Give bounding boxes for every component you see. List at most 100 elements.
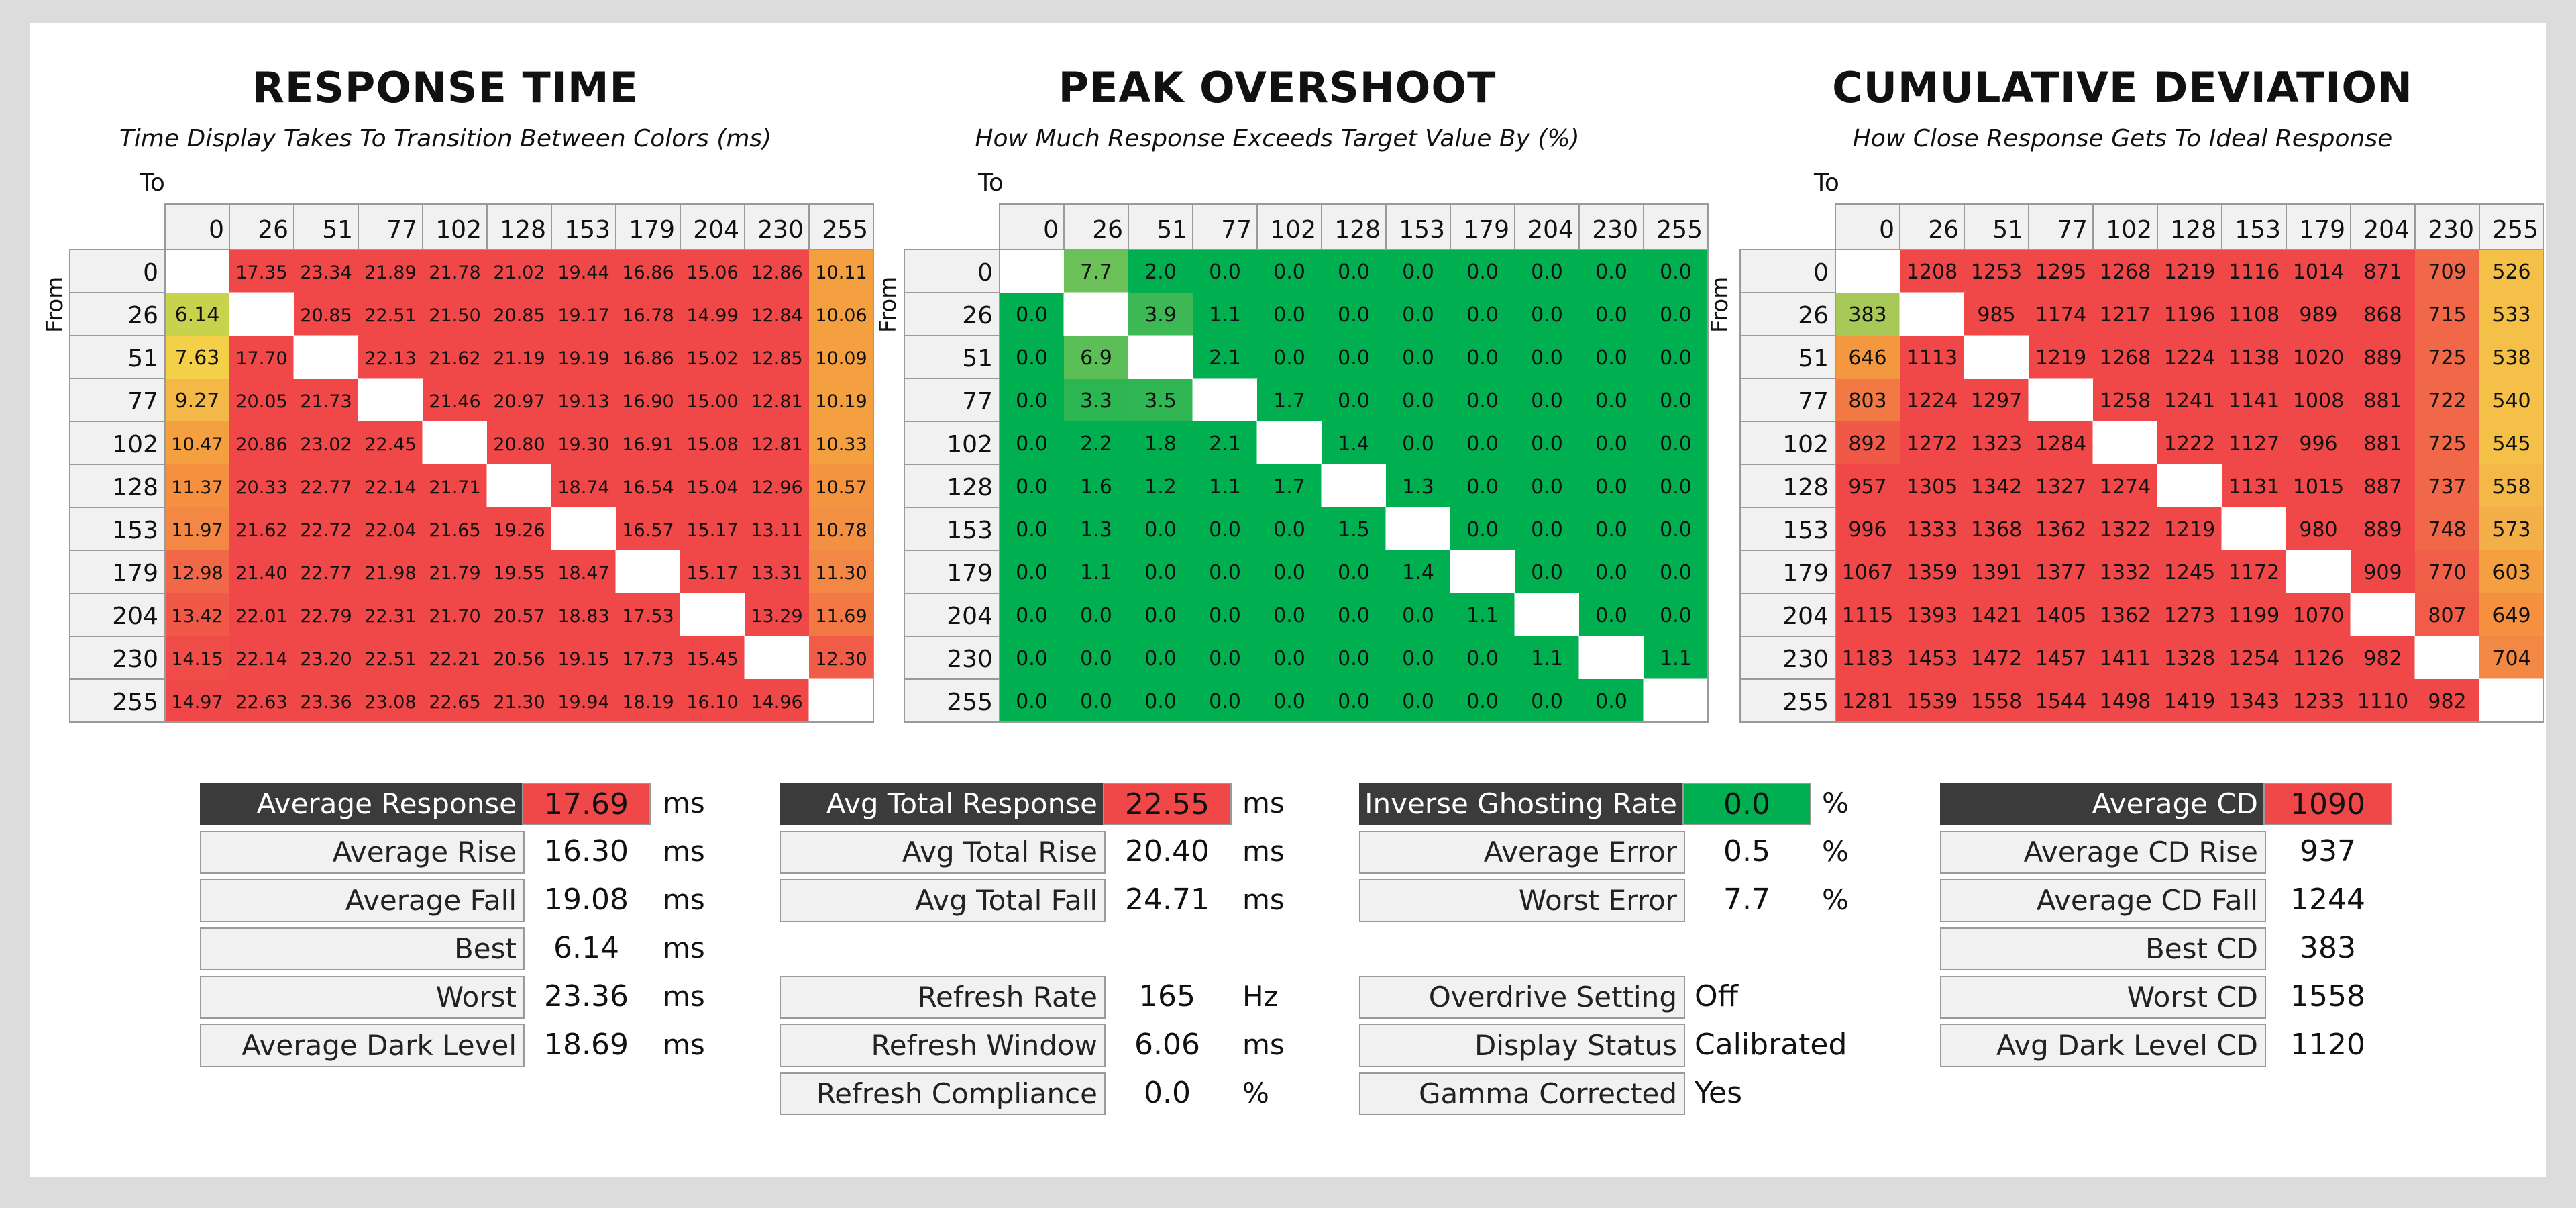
column-header-band: [999, 203, 1709, 250]
column-tick-label: 26: [1928, 216, 1959, 244]
stat-row: Avg Total Response 22.55 ms: [780, 783, 1285, 827]
from-axis-label: From: [1707, 276, 1733, 333]
heatmap-cell: [551, 250, 616, 293]
cell-value-label: 15.02: [686, 348, 738, 369]
heatmap-cell: [1064, 507, 1128, 550]
cell-value-label: 1343: [2229, 690, 2279, 713]
cell-value-label: 603: [2492, 561, 2530, 585]
column-tick-label: 77: [386, 216, 417, 244]
heatmap-cell: [615, 550, 681, 594]
stat-label: Overdrive Setting: [1359, 976, 1685, 1019]
heatmap-cell: [1900, 421, 1964, 464]
column-tick-label: 51: [1992, 216, 2023, 244]
cell-value-label: 22.31: [364, 606, 416, 627]
cell-value-label: 0.0: [1273, 518, 1305, 542]
cell-value-label: 1323: [1971, 432, 2022, 456]
cell-value-label: 20.85: [300, 305, 352, 326]
cell-value-label: 0.0: [1595, 432, 1627, 456]
stat-label: Average Rise: [200, 831, 525, 874]
stat-row: Overdrive Setting Off: [1359, 976, 1738, 1020]
heatmap-cell: [1193, 679, 1257, 722]
heatmap-cell: [165, 379, 229, 421]
heatmap-cell: [2415, 550, 2479, 593]
cell-value-label: 770: [2428, 561, 2466, 585]
heatmap-cell: [1835, 421, 1900, 464]
cell-value-label: 1391: [1971, 561, 2022, 585]
cell-value-label: 10.09: [815, 348, 867, 369]
heatmap-cell: [680, 593, 745, 637]
stat-unit: %: [1242, 1076, 1269, 1109]
cell-value-label: 1141: [2229, 389, 2279, 413]
heatmap-cell: [1193, 507, 1257, 550]
heatmap-cell: [358, 378, 423, 422]
heatmap-cell: [2222, 636, 2286, 679]
heatmap-cell: [1900, 593, 1964, 636]
heatmap-cell: [551, 507, 616, 551]
heatmap-cell: [1193, 250, 1257, 293]
cell-value-label: 1196: [2164, 303, 2215, 327]
cell-value-label: 13.31: [751, 563, 802, 584]
stat-row: Worst 23.36 ms: [200, 976, 705, 1020]
column-tick-label: 255: [1656, 216, 1703, 244]
cell-value-label: 0.0: [1144, 604, 1177, 627]
heatmap-cell: [1515, 550, 1579, 593]
heatmap-cell: [1000, 679, 1064, 722]
stat-label: Average Response: [200, 783, 525, 825]
cell-value-label: 15.04: [686, 477, 738, 498]
cell-value-label: 0.0: [1080, 604, 1112, 627]
heatmap-cell: [680, 550, 745, 593]
heatmap-cell: [1257, 507, 1322, 550]
peak-overshoot-title: PEAK OVERSHOOT: [1058, 63, 1497, 112]
cell-value-label: 1457: [2035, 647, 2086, 670]
cell-value-label: 16.91: [622, 434, 674, 455]
stat-label: Average Dark Level: [200, 1024, 525, 1067]
heatmap-cell: [2093, 336, 2157, 379]
cell-value-label: 20.05: [235, 391, 287, 412]
heatmap-cell: [1385, 507, 1451, 551]
heatmap-cell: [745, 464, 809, 507]
cell-value-label: 1.3: [1402, 475, 1434, 499]
cell-value-label: 1368: [1971, 518, 2022, 542]
cell-value-label: 1126: [2293, 647, 2344, 670]
stat-row: Gamma Corrected Yes: [1359, 1072, 1742, 1117]
cell-value-label: 1070: [2293, 604, 2344, 627]
cumulative-deviation-title: CUMULATIVE DEVIATION: [1832, 63, 2413, 112]
heatmap-cell: [1000, 464, 1064, 507]
column-tick-label: 51: [1157, 216, 1187, 244]
heatmap-cell: [1514, 593, 1580, 637]
heatmap-cell: [2093, 550, 2157, 593]
cell-value-label: 1342: [1971, 475, 2022, 499]
heatmap-cell: [1193, 336, 1257, 379]
cell-value-label: 19.55: [493, 563, 545, 584]
heatmap-cell: [487, 593, 551, 636]
cell-value-label: 14.96: [751, 692, 802, 713]
cell-value-label: 2.0: [1144, 260, 1177, 284]
heatmap-cell: [1900, 679, 1964, 722]
heatmap-cell: [423, 250, 487, 293]
heatmap-cell: [1322, 507, 1386, 550]
heatmap-cell: [551, 550, 616, 593]
heatmap-cell: [1193, 636, 1257, 679]
cell-value-label: 0.0: [1016, 647, 1048, 670]
heatmap-cell: [294, 507, 358, 550]
heatmap-cell: [165, 464, 229, 507]
cell-value-label: 3.9: [1144, 303, 1177, 327]
stat-label: Average CD Fall: [1940, 879, 2266, 922]
heatmap-cell: [1386, 379, 1450, 421]
heatmap-cell: [294, 593, 358, 636]
heatmap-cell: [999, 249, 1065, 293]
cell-value-label: 1377: [2035, 561, 2086, 585]
cell-value-label: 20.85: [493, 305, 545, 326]
cell-value-label: 23.36: [300, 692, 352, 713]
heatmap-cell: [551, 636, 616, 679]
cell-value-label: 1222: [2164, 432, 2215, 456]
cell-value-label: 0.0: [1338, 647, 1370, 670]
cell-value-label: 20.97: [493, 391, 545, 412]
heatmap-cell: [1321, 464, 1387, 508]
cell-value-label: 0.0: [1016, 432, 1048, 456]
peak-overshoot-subtitle: How Much Response Exceeds Target Value B…: [975, 125, 1580, 152]
to-axis-label: To: [140, 169, 165, 197]
cell-value-label: 0.0: [1273, 303, 1305, 327]
heatmap-cell: [486, 464, 552, 508]
cell-value-label: 21.50: [429, 305, 480, 326]
